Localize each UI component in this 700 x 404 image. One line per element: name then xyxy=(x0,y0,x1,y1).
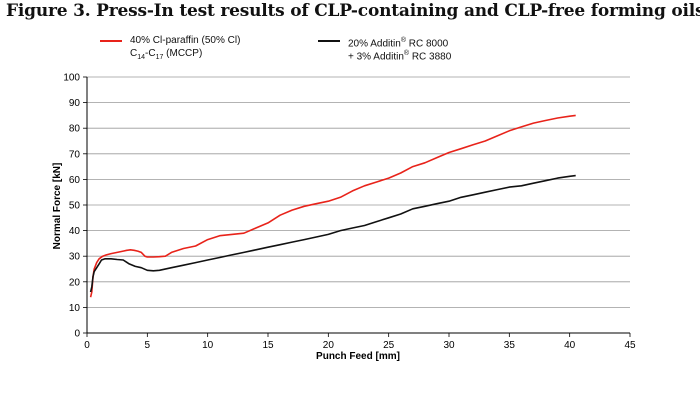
y-tick-label: 10 xyxy=(69,303,81,314)
tick-labels: 0 10 20 30 40 50 60 70 80 90 100 0 5 10 15 20 25 30 35 40 45 xyxy=(63,73,636,352)
y-tick-label: 40 xyxy=(69,226,81,237)
x-tick-label: 30 xyxy=(443,340,455,351)
figure-title: Figure 3. Press-In test results of CLP-c… xyxy=(6,1,700,21)
legend-additin-d: RC 3880 xyxy=(409,51,452,63)
y-tick-label: 60 xyxy=(69,175,81,186)
y-tick-label: 0 xyxy=(74,329,80,340)
x-tick-label: 0 xyxy=(84,340,90,351)
legend-label-mccp-line1: 40% Cl-paraffin (50% Cl) xyxy=(130,35,241,46)
legend-additin-c: + 3% Additin xyxy=(348,51,404,63)
legend-label-additin-line1: 20% Additin® RC 8000 xyxy=(348,34,448,50)
legend-additin-reg1: ® xyxy=(400,37,406,44)
legend-mccp-sub14: 14 xyxy=(137,54,146,61)
legend-mccp-suffix: (MCCP) xyxy=(163,48,203,59)
y-tick-label: 70 xyxy=(69,149,81,160)
legend-label-mccp-line2: C14-C17 (MCCP) xyxy=(130,47,202,64)
x-tick-label: 5 xyxy=(145,340,151,351)
y-tick-label: 100 xyxy=(63,73,80,84)
series-line-mccp xyxy=(89,114,576,298)
y-tick-label: 80 xyxy=(69,124,81,135)
legend-label-additin-line2: + 3% Additin® RC 3880 xyxy=(348,47,451,63)
x-tick-label: 35 xyxy=(504,340,516,351)
y-tick-label: 20 xyxy=(69,277,81,288)
legend-swatch-black xyxy=(318,40,340,42)
x-tick-label: 20 xyxy=(323,340,335,351)
legend-additin-b: RC 8000 xyxy=(406,38,449,50)
x-tick-label: 10 xyxy=(202,340,214,351)
series-line-additin xyxy=(89,174,576,293)
chart-axes xyxy=(83,76,631,337)
legend-mccp-c: C xyxy=(130,48,138,59)
y-axis-title: Normal Force [kN] xyxy=(52,163,63,250)
legend-additin-a: 20% Additin xyxy=(348,38,401,50)
y-tick-label: 30 xyxy=(69,252,81,263)
legend-swatch-red xyxy=(100,40,122,42)
x-tick-label: 25 xyxy=(383,340,395,351)
y-tick-label: 90 xyxy=(69,98,81,109)
legend-mccp-dash-c: -C xyxy=(145,48,156,59)
legend-mccp-sub17: 17 xyxy=(155,54,164,61)
legend-additin-reg2: ® xyxy=(403,50,410,57)
x-tick-label: 15 xyxy=(262,340,274,351)
x-tick-label: 40 xyxy=(564,340,576,351)
grid-lines xyxy=(87,76,630,308)
y-tick-label: 50 xyxy=(69,201,81,212)
x-axis-title: Punch Feed [mm] xyxy=(316,351,400,362)
x-tick-label: 45 xyxy=(624,340,636,351)
data-series xyxy=(89,114,576,298)
